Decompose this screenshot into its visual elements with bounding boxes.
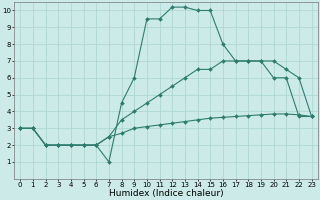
X-axis label: Humidex (Indice chaleur): Humidex (Indice chaleur): [108, 189, 223, 198]
